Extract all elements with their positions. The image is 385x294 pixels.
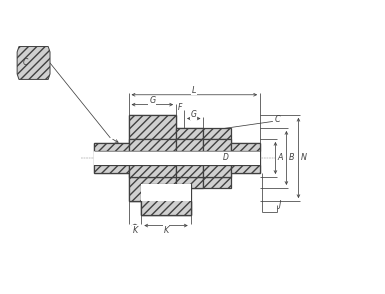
Bar (231, 143, 260, 151)
Bar (129, 165, 176, 177)
Bar (176, 128, 203, 139)
Bar (176, 177, 203, 188)
Text: J: J (278, 200, 281, 209)
Bar (203, 128, 231, 139)
Text: L: L (192, 86, 197, 94)
Bar (203, 165, 231, 177)
Bar (203, 139, 231, 151)
Bar (94, 165, 129, 173)
Text: N: N (301, 153, 306, 163)
Bar (203, 177, 231, 188)
Text: C: C (22, 59, 28, 67)
Bar (129, 139, 176, 151)
Bar (176, 165, 203, 177)
Bar (94, 151, 260, 165)
Text: B: B (288, 153, 294, 163)
Bar (94, 143, 129, 151)
Text: K: K (132, 226, 137, 235)
Bar (231, 165, 260, 173)
Bar (176, 139, 203, 151)
Text: G: G (191, 110, 197, 119)
Bar (141, 201, 191, 215)
Bar (141, 184, 191, 215)
Text: A: A (278, 153, 283, 163)
Bar (141, 184, 191, 201)
Text: K: K (163, 226, 169, 235)
Bar (129, 177, 176, 201)
Text: D: D (223, 153, 229, 163)
Text: F: F (178, 103, 182, 112)
Bar (129, 115, 176, 139)
Text: C: C (275, 116, 280, 124)
Polygon shape (17, 46, 50, 79)
Text: G: G (149, 96, 156, 106)
